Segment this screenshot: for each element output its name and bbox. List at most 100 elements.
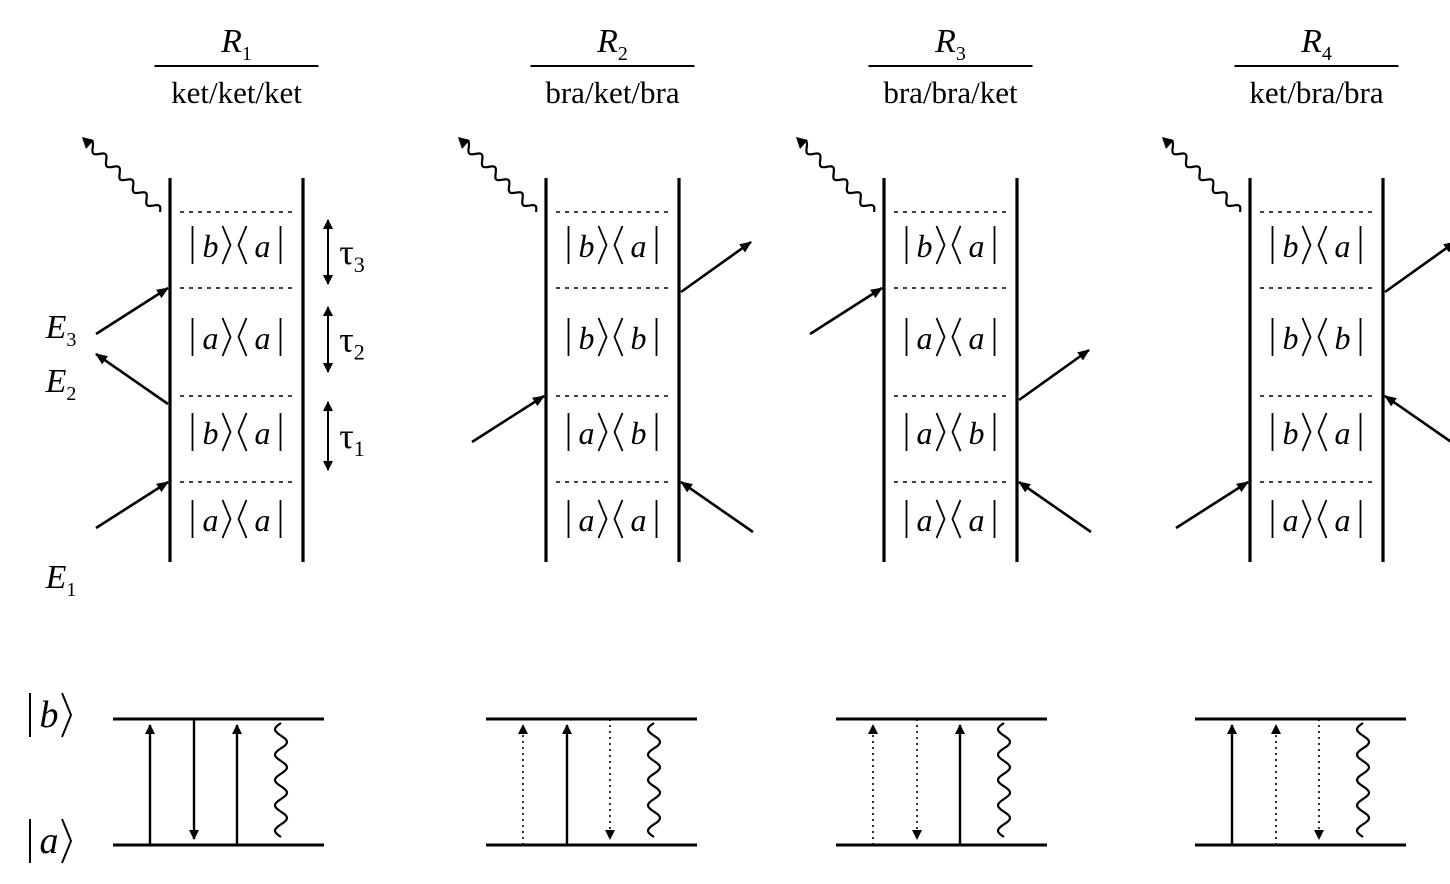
angle-bracket (1301, 412, 1312, 452)
angle-bracket (237, 225, 248, 265)
delay-subscript: 3 (354, 252, 365, 277)
ket-state: a (203, 502, 219, 538)
level-state: a (40, 820, 59, 862)
field-interaction-arrow (471, 394, 545, 444)
field-interaction-arrow (680, 240, 752, 294)
field-letter: E (45, 309, 67, 346)
angle-bracket (597, 499, 608, 539)
ket-state: a (917, 415, 933, 451)
angle-bracket (935, 225, 946, 265)
ket-state: b (917, 228, 933, 264)
angle-bracket (935, 412, 946, 452)
bra-state: a (255, 415, 271, 451)
angle-bracket (597, 412, 608, 452)
bra-state: b (631, 415, 647, 451)
field-interaction-arrow (95, 286, 169, 336)
bra-state: b (1335, 320, 1351, 356)
emission-wavy-line (646, 722, 662, 838)
delay-letter: τ (339, 416, 353, 456)
signal-wavy-arrow (799, 139, 876, 213)
signal-arrowhead (458, 137, 470, 149)
angle-bracket (221, 225, 232, 265)
field-interaction-arrow (1384, 241, 1450, 294)
pathway-title-letter: R (220, 23, 242, 60)
angle-bracket (951, 317, 962, 357)
delay-label: τ1 (339, 416, 364, 461)
pathway-title-subscript: 1 (242, 43, 252, 65)
pathway-title-letter: R (1300, 23, 1322, 60)
pathway-title-subscript: 2 (618, 43, 628, 65)
ket-state: b (1283, 320, 1299, 356)
pathway-title: R3 (934, 23, 966, 65)
bra-state: b (969, 415, 985, 451)
level-label-upper: b (29, 692, 73, 738)
level-label-lower: a (29, 818, 73, 864)
signal-wavy-arrow (1165, 139, 1242, 213)
field-interaction-arrow (95, 480, 169, 530)
ket-state: a (579, 502, 595, 538)
angle-bracket (613, 225, 624, 265)
field-letter: E (45, 559, 67, 596)
pathway-title-letter: R (934, 23, 956, 60)
signal-arrowhead (82, 137, 94, 149)
angle-bracket (935, 317, 946, 357)
pathway-subtitle: ket/bra/bra (1249, 75, 1384, 110)
bra-state: a (255, 228, 271, 264)
angle-bracket (951, 412, 962, 452)
field-interaction-arrow (1018, 480, 1092, 534)
field-interaction-arrow (1175, 480, 1249, 530)
angle-bracket (1317, 317, 1328, 357)
bra-state: b (631, 320, 647, 356)
angle-bracket (597, 225, 608, 265)
field-subscript: 2 (66, 383, 76, 405)
bra-state: a (1335, 415, 1351, 451)
ket-state: b (579, 228, 595, 264)
angle-bracket (613, 499, 624, 539)
delay-letter: τ (339, 232, 353, 272)
field-label: E1 (45, 559, 77, 601)
angle-bracket (1301, 499, 1312, 539)
bra-state: a (969, 228, 985, 264)
pathway-subtitle: bra/bra/ket (883, 75, 1018, 110)
angle-bracket (1301, 225, 1312, 265)
ket-state: b (579, 320, 595, 356)
bra-state: a (255, 320, 271, 356)
ket-state: b (203, 415, 219, 451)
ket-state: b (1283, 228, 1299, 264)
ket-state: a (579, 415, 595, 451)
bra-state: a (1335, 502, 1351, 538)
bra-state: a (631, 502, 647, 538)
angle-bracket (221, 499, 232, 539)
pathway-subtitle: ket/ket/ket (171, 75, 302, 110)
bra-state: a (969, 320, 985, 356)
field-interaction-arrow (95, 352, 169, 406)
delay-subscript: 2 (354, 340, 365, 365)
pathway-title: R1 (220, 23, 252, 65)
field-interaction-arrow (680, 480, 754, 534)
pathway-title: R2 (596, 23, 628, 65)
angle-bracket (597, 317, 608, 357)
angle-bracket (221, 412, 232, 452)
delay-label: τ2 (339, 320, 364, 365)
field-label: E2 (45, 363, 77, 405)
field-interaction-arrow (1384, 394, 1450, 443)
field-interaction-arrow (809, 286, 883, 336)
ket-state: b (1283, 415, 1299, 451)
delay-letter: τ (339, 320, 353, 360)
field-letter: E (45, 363, 67, 400)
angle-bracket (221, 317, 232, 357)
pathway-title-letter: R (596, 23, 618, 60)
pathway-subtitle: bra/ket/bra (545, 75, 680, 110)
angle-bracket (237, 317, 248, 357)
delay-subscript: 1 (354, 436, 365, 461)
pathway-title-subscript: 3 (956, 43, 966, 65)
angle-bracket (61, 818, 73, 864)
ket-state: a (917, 502, 933, 538)
signal-arrowhead (1162, 137, 1174, 149)
field-subscript: 3 (66, 329, 76, 351)
pathway-title-subscript: 4 (1322, 43, 1332, 65)
